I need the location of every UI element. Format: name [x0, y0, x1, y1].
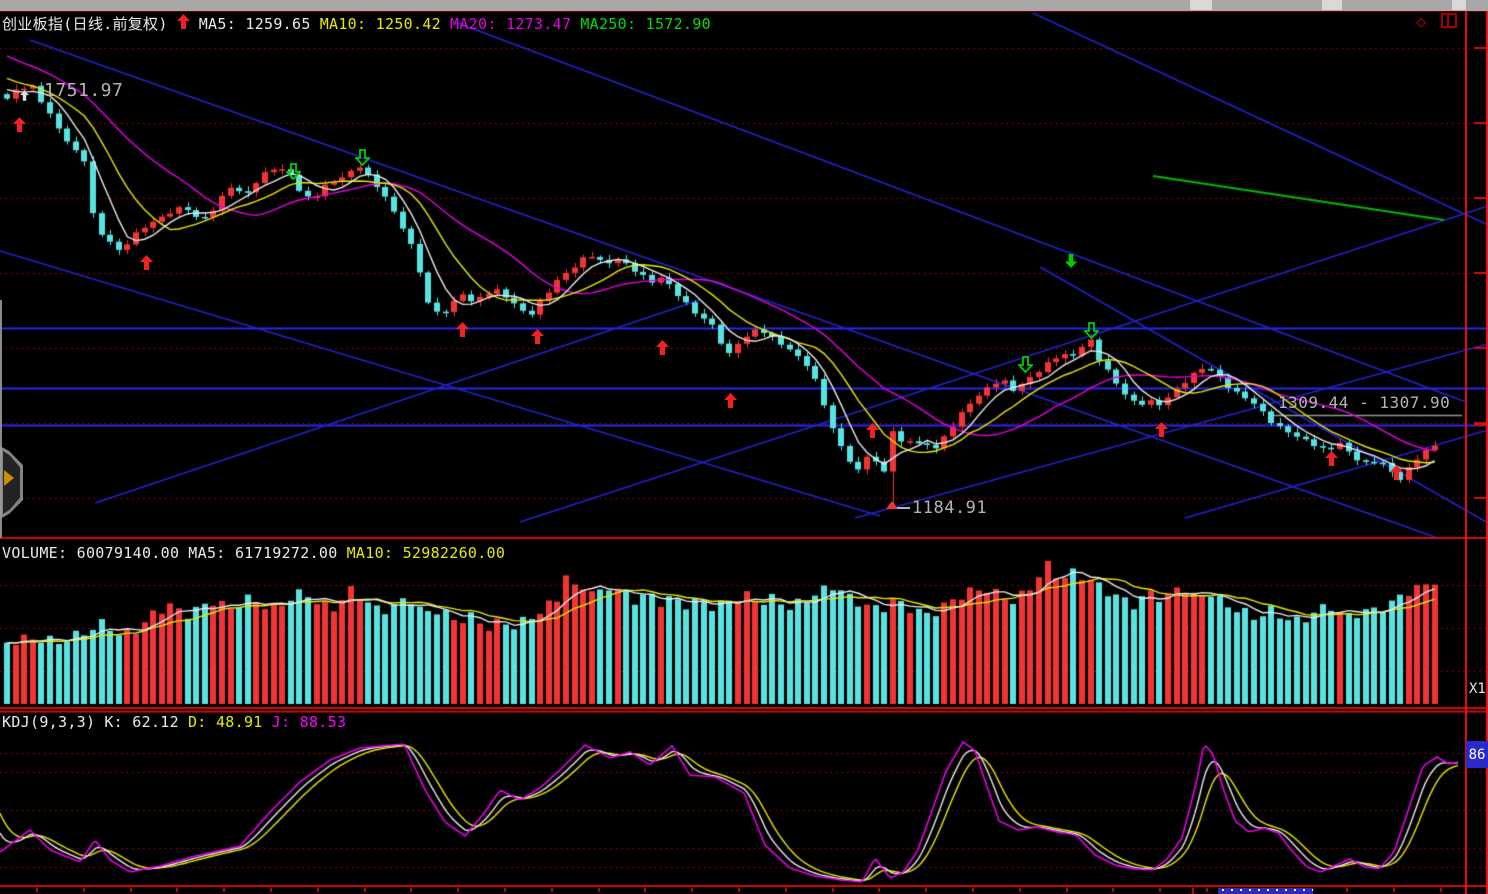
legend-item: VOLUME: 60079140.00	[2, 544, 180, 562]
legend-item: MA5: 1259.65	[198, 14, 311, 33]
legend-item: KDJ(9,3,3)	[2, 713, 96, 731]
strip-segment	[1452, 0, 1466, 10]
date-axis-label-clipped	[1218, 888, 1313, 894]
sidebar-expand-tab[interactable]	[0, 446, 23, 519]
legend-item: MA20: 1273.47	[450, 14, 572, 33]
legend-item: MA250: 1572.90	[580, 14, 711, 33]
main-chart-legend: 创业板指(日线.前复权) MA5: 1259.65 MA10: 1250.42 MA…	[2, 13, 711, 34]
left-panel-edge	[0, 300, 2, 538]
instrument-title: 创业板指(日线.前复权)	[2, 15, 168, 33]
legend-item: J: 88.53	[271, 713, 347, 731]
high-pointer-arrow-icon	[20, 86, 29, 105]
low-label-dash	[897, 507, 910, 509]
diamond-glyph: ◇	[1416, 12, 1427, 32]
legend-item: D: 48.91	[187, 713, 263, 731]
volume-unit-label: X1	[1469, 681, 1486, 697]
strip-segment	[1190, 0, 1212, 10]
low-marker-triangle-icon	[886, 501, 898, 509]
ma-legend-items: MA5: 1259.65 MA10: 1250.42 MA20: 1273.47 MA…	[199, 15, 711, 33]
legend-item: MA10: 52982260.00	[346, 544, 506, 562]
volume-legend: VOLUME: 60079140.00 MA5: 61719272.00 MA10:…	[2, 544, 505, 562]
strip-segment	[1322, 0, 1342, 10]
legend-item: MA10: 1250.42	[319, 14, 441, 33]
legend-item: MA5: 61719272.00	[188, 544, 338, 562]
high-price-label: 1751.97	[44, 80, 124, 101]
legend-item: K: 62.12	[104, 713, 179, 731]
kdj-current-value-badge: 86	[1466, 741, 1488, 768]
trend-up-arrow-icon	[176, 14, 190, 33]
expand-right-triangle-icon	[4, 470, 14, 486]
kdj-legend: KDJ(9,3,3) K: 62.12 D: 48.91 J: 88.53	[2, 713, 346, 731]
gap-range-label: 1309.44 - 1307.90	[1278, 393, 1451, 412]
split-panes-icon[interactable]	[1441, 13, 1457, 28]
window-top-strip	[0, 0, 1488, 11]
low-price-label: 1184.91	[912, 498, 988, 518]
favorite-diamond-icon[interactable]: ◇	[1416, 12, 1426, 31]
